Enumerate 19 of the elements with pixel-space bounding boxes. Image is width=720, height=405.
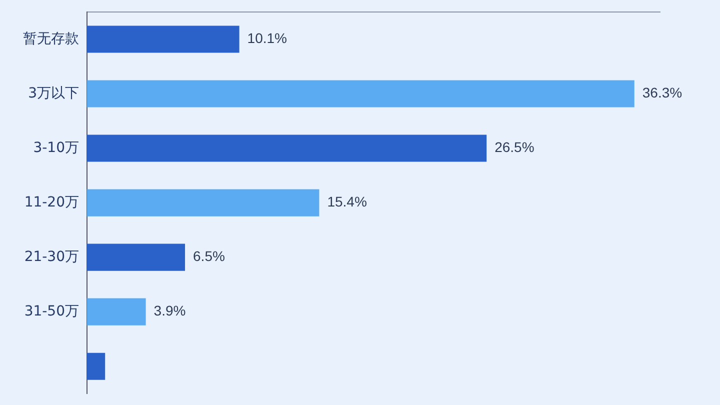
bar [87,298,146,326]
bar [87,134,487,162]
data-label: 15.4% [327,194,367,210]
y-tick-label: 暂无存款 [23,30,79,47]
bar [87,244,186,271]
y-tick-label: 3万以下 [28,85,79,102]
y-tick-label: 11-20万 [24,194,79,210]
y-tick-label: 31-50万 [24,303,79,320]
data-label: 36.3% [642,84,682,101]
bar [87,26,240,53]
data-label: 3.9% [154,302,186,319]
bar [87,189,320,216]
bar [87,352,106,380]
bar [87,80,634,108]
data-label: 26.5% [494,139,534,156]
y-tick-label: 21-30万 [24,248,79,265]
data-label: 10.1% [247,30,287,46]
data-label: 6.5% [193,248,225,264]
y-tick-label: 3-10万 [33,140,79,156]
